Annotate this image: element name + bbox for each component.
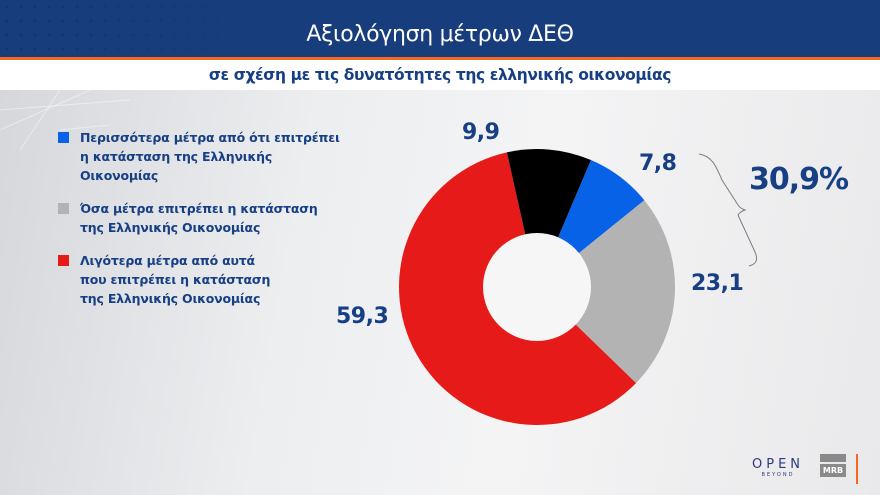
legend-swatch-blue — [58, 132, 69, 143]
mrb-logo-bar — [820, 454, 846, 462]
slice-no-answer — [506, 149, 591, 287]
mrb-logo: MRB — [820, 454, 846, 483]
legend-text-line: της Ελληνικής Οικονομίας — [80, 291, 261, 306]
logo-open-text: OPEN — [752, 457, 805, 472]
header-accent-line — [0, 57, 880, 60]
subtitle-band: σε σχέση με τις δυνατότητες της ελληνική… — [0, 60, 880, 90]
legend-item-fewer-measures: Λιγότερα μέτρα από αυτά που επιτρέπει η … — [58, 251, 358, 308]
mrb-logo-text: MRB — [820, 464, 846, 477]
total-annotation: 30,9% — [749, 162, 849, 197]
value-label-grey: 23,1 — [691, 271, 744, 296]
page-subtitle: σε σχέση με τις δυνατότητες της ελληνική… — [208, 66, 672, 84]
value-label-black: 9,9 — [462, 120, 500, 145]
legend-text-line: Οικονομίας — [80, 168, 159, 183]
legend-swatch-grey — [58, 203, 69, 214]
legend-text-line: Όσα μέτρα επιτρέπει η κατάσταση — [80, 201, 318, 216]
slice-as-many-measures — [537, 200, 676, 384]
chart-legend: Περισσότερα μέτρα από ότι επιτρέπει η κα… — [58, 128, 358, 322]
legend-text-line: Περισσότερα μέτρα από ότι επιτρέπει — [80, 130, 340, 145]
header-bar — [0, 0, 880, 57]
legend-text-line: που επιτρέπει η κατάσταση — [80, 272, 271, 287]
donut-hole — [483, 233, 591, 341]
logo-accent-bar — [856, 454, 858, 484]
legend-text-line: της Ελληνικής Οικονομίας — [80, 220, 261, 235]
legend-item-more-measures: Περισσότερα μέτρα από ότι επιτρέπει η κα… — [58, 128, 358, 185]
value-label-red: 59,3 — [336, 304, 389, 329]
page-title: Αξιολόγηση μέτρων ΔΕΘ — [306, 22, 574, 47]
logo-beyond-text: BEYOND — [761, 472, 795, 478]
legend-swatch-red — [58, 255, 69, 266]
value-label-blue: 7,8 — [639, 151, 677, 176]
open-beyond-logo: OPEN BEYOND — [752, 458, 804, 479]
legend-text-line: Λιγότερα μέτρα από αυτά — [80, 253, 255, 268]
header-overlay — [0, 0, 880, 57]
grouping-bracket — [698, 153, 758, 267]
legend-item-as-many-measures: Όσα μέτρα επιτρέπει η κατάσταση της Ελλη… — [58, 199, 358, 237]
legend-text-line: η κατάσταση της Ελληνικής — [80, 149, 273, 164]
